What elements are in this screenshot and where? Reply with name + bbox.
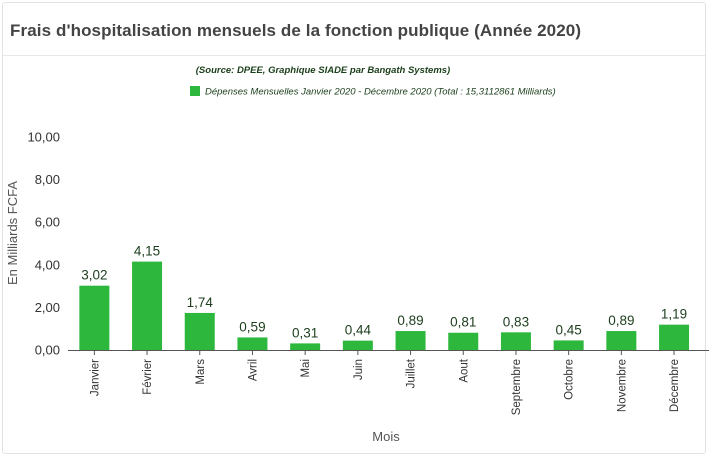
x-tick-label: Novembre (616, 359, 628, 412)
data-label: 0,44 (345, 323, 372, 338)
chart-title: Frais d'hospitalisation mensuels de la f… (10, 21, 582, 40)
x-tick-label: Octobre (564, 359, 576, 400)
legend-swatch[interactable] (190, 86, 200, 96)
bar (606, 331, 637, 350)
x-tick-label: Juin (353, 359, 365, 380)
y-tick-label: 6,00 (35, 215, 60, 230)
bar (184, 312, 215, 350)
y-axis-label: En Milliards FCFA (5, 181, 20, 285)
bar (290, 343, 321, 350)
x-tick-label: Septembre (511, 359, 523, 415)
data-label: 0,89 (397, 313, 423, 328)
y-tick-label: 0,00 (35, 343, 60, 358)
x-tick-label: Aout (458, 358, 470, 382)
x-tick-label: Janvier (89, 359, 101, 396)
data-label: 3,02 (81, 268, 107, 283)
data-label: 0,31 (292, 325, 318, 340)
bar (553, 340, 584, 350)
x-tick-label: Juillet (406, 358, 418, 388)
x-tick-label: Avril (247, 359, 259, 381)
data-label: 4,15 (134, 244, 160, 259)
data-label: 1,19 (661, 307, 687, 322)
bar (659, 324, 690, 350)
legend-label[interactable]: Dépenses Mensuelles Janvier 2020 - Décem… (205, 87, 556, 98)
x-axis-label: Mois (372, 429, 400, 444)
data-label: 1,74 (187, 295, 214, 310)
x-tick-label: Février (142, 359, 154, 395)
bar (79, 285, 110, 350)
x-tick-label: Mai (300, 359, 312, 378)
y-tick-label: 10,00 (27, 130, 60, 145)
x-tick-label: Décembre (669, 359, 681, 412)
plot-area: 0,00 2,00 4,00 6,00 8,00 10,00 3,02 Janvier 4,15… (27, 130, 709, 415)
data-label: 0,45 (556, 322, 582, 337)
y-tick-label: 8,00 (35, 172, 60, 187)
data-label: 0,89 (608, 313, 634, 328)
bar (342, 340, 373, 350)
bar (132, 261, 163, 350)
chart-subtitle: (Source: DPEE, Graphique SIADE par Banga… (196, 65, 450, 76)
data-label: 0,83 (503, 314, 529, 329)
data-label: 0,59 (239, 319, 265, 334)
y-tick-label: 2,00 (35, 300, 60, 315)
bar (500, 332, 531, 350)
data-label: 0,81 (450, 315, 476, 330)
x-tick-label: Mars (195, 359, 207, 385)
bar (395, 331, 426, 350)
card-header: Frais d'hospitalisation mensuels de la f… (3, 3, 705, 56)
bar (237, 337, 268, 350)
bar (448, 332, 479, 350)
y-tick-label: 4,00 (35, 257, 60, 272)
